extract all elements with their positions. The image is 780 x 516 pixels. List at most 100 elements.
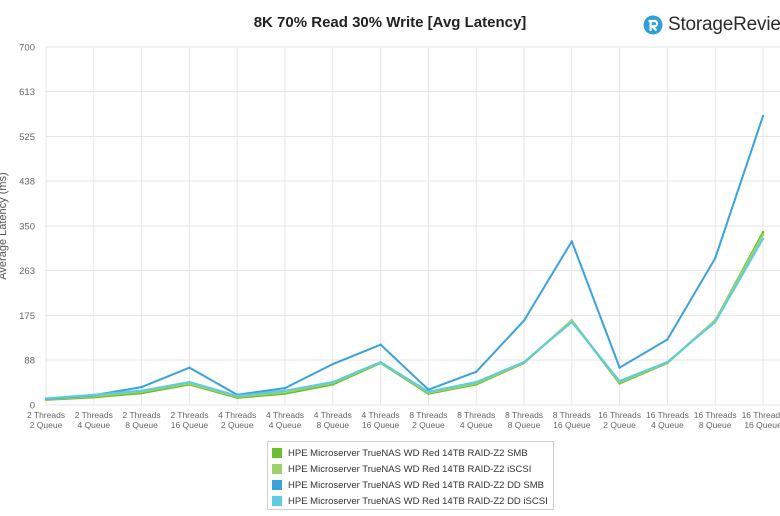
legend-item[interactable]: HPE Microserver TrueNAS WD Red 14TB RAID…	[272, 445, 553, 461]
data-point	[570, 240, 573, 243]
data-point	[475, 370, 478, 373]
x-tick-label: 2 Threads 8 Queue	[123, 410, 161, 430]
data-point	[92, 393, 96, 396]
chart-legend: HPE Microserver TrueNAS WD Red 14TB RAID…	[267, 441, 554, 510]
x-tick-label: 8 Threads 8 Queue	[505, 410, 543, 430]
x-tick-label-line: 8 Queue	[508, 420, 541, 430]
x-tick-label-line: 8 Queue	[699, 420, 732, 430]
x-tick-label-line: 16 Queue	[171, 420, 209, 430]
data-point	[666, 338, 669, 341]
data-point	[236, 394, 239, 397]
x-tick-label-line: 2 Threads	[27, 410, 65, 420]
x-tick-label-line: 4 Threads	[218, 410, 256, 420]
x-tick-label-line: 2 Queue	[30, 420, 63, 430]
x-tick-label-line: 8 Queue	[316, 420, 349, 430]
x-tick-label-line: 16 Queue	[553, 420, 591, 430]
y-tick-label: 175	[19, 311, 35, 322]
series-line-2	[45, 233, 764, 401]
legend-label: HPE Microserver TrueNAS WD Red 14TB RAID…	[288, 479, 545, 491]
series-line-1	[45, 231, 764, 401]
data-point	[379, 360, 382, 364]
x-tick-label-line: 8 Threads	[409, 410, 447, 420]
data-point	[761, 230, 765, 234]
x-tick-label: 16 Threads 4 Queue	[646, 410, 689, 430]
chart-grid	[45, 46, 780, 406]
y-tick-label: 263	[19, 266, 35, 277]
x-tick-label-line: 4 Queue	[77, 420, 110, 430]
x-tick-label-line: 2 Queue	[412, 420, 445, 430]
x-tick-label: 4 Threads 8 Queue	[314, 410, 352, 430]
data-point	[761, 114, 765, 118]
data-point	[714, 320, 717, 324]
y-axis-ticks: 0 88 175 263 350 438 525 613 700	[19, 43, 35, 412]
data-point	[666, 360, 669, 364]
x-tick-label-line: 4 Queue	[460, 420, 493, 430]
y-tick-label: 438	[19, 176, 35, 187]
chart-series	[44, 114, 765, 402]
x-tick-label-line: 4 Queue	[651, 420, 684, 430]
y-tick-label: 700	[19, 43, 35, 54]
y-tick-label: 0	[30, 401, 35, 412]
x-tick-label-line: 16 Threads	[742, 410, 780, 420]
x-tick-label-line: 16 Threads	[694, 410, 737, 420]
chart-title: 8K 70% Read 30% Write [Avg Latency]	[253, 14, 527, 31]
x-tick-label-line: 8 Threads	[457, 410, 495, 420]
x-tick-label: 16 Threads 2 Queue	[598, 410, 641, 430]
x-tick-label: 8 Threads 16 Queue	[553, 410, 591, 430]
data-point	[331, 380, 334, 384]
legend-label: HPE Microserver TrueNAS WD Red 14TB RAID…	[288, 463, 532, 475]
data-point	[522, 360, 526, 364]
x-tick-label-line: 2 Threads	[75, 410, 113, 420]
x-tick-label: 2 Threads 2 Queue	[27, 410, 65, 430]
x-tick-label: 16 Threads 8 Queue	[694, 410, 737, 430]
legend-item[interactable]: HPE Microserver TrueNAS WD Red 14TB RAID…	[272, 477, 553, 493]
x-tick-label-line: 16 Queue	[744, 420, 780, 430]
data-point	[44, 397, 48, 400]
legend-swatch	[272, 448, 282, 458]
x-tick-label-line: 16 Threads	[598, 410, 641, 420]
x-tick-label-line: 2 Threads	[123, 410, 161, 420]
legend-item[interactable]: HPE Microserver TrueNAS WD Red 14TB RAID…	[272, 493, 553, 509]
data-point	[618, 379, 621, 383]
data-point	[618, 366, 621, 369]
data-point	[140, 389, 143, 392]
series-line-3	[45, 115, 764, 400]
x-tick-label-line: 2 Queue	[221, 420, 254, 430]
x-tick-label-line: 2 Threads	[170, 410, 208, 420]
data-point	[188, 380, 191, 384]
x-tick-label-line: 4 Threads	[266, 410, 304, 420]
x-tick-label: 4 Threads 16 Queue	[362, 410, 400, 430]
x-tick-label-line: 16 Queue	[362, 420, 400, 430]
data-point	[761, 237, 765, 240]
data-point	[188, 366, 191, 369]
y-tick-label: 613	[19, 87, 35, 98]
data-point	[283, 389, 287, 392]
legend-swatch	[272, 480, 282, 490]
storagereview-logo-icon	[643, 15, 663, 35]
x-tick-label: 4 Threads 4 Queue	[266, 410, 304, 430]
data-point	[761, 233, 765, 236]
x-tick-label: 8 Threads 2 Queue	[409, 410, 447, 430]
data-point	[475, 380, 478, 384]
data-point	[522, 319, 526, 322]
x-tick-label: 2 Threads 16 Queue	[170, 410, 208, 430]
brand-logo: StorageReview	[643, 12, 780, 38]
data-point	[331, 362, 334, 366]
x-tick-label-line: 2 Queue	[603, 420, 636, 430]
legend-swatch	[272, 464, 282, 474]
data-point	[570, 320, 573, 324]
x-tick-label-line: 8 Threads	[553, 410, 591, 420]
y-tick-label: 88	[24, 355, 35, 366]
legend-label: HPE Microserver TrueNAS WD Red 14TB RAID…	[288, 495, 548, 507]
y-tick-label: 350	[19, 222, 35, 233]
y-tick-label: 525	[19, 132, 35, 143]
legend-swatch	[272, 496, 282, 506]
series-line-4	[45, 237, 764, 400]
data-point	[283, 386, 287, 390]
x-tick-label-line: 4 Threads	[362, 410, 400, 420]
legend-item[interactable]: HPE Microserver TrueNAS WD Red 14TB RAID…	[272, 461, 553, 477]
data-point	[570, 318, 573, 322]
x-tick-label-line: 4 Threads	[314, 410, 352, 420]
